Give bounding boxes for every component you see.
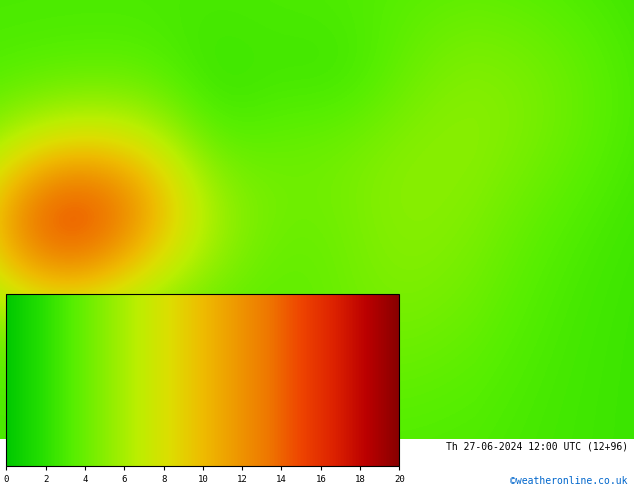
Text: ©weatheronline.co.uk: ©weatheronline.co.uk xyxy=(510,476,628,486)
Text: Th 27-06-2024 12:00 UTC (12+96): Th 27-06-2024 12:00 UTC (12+96) xyxy=(446,441,628,451)
Text: RH 700 hPa Spread mean+σ [gpdm] ECMWF: RH 700 hPa Spread mean+σ [gpdm] ECMWF xyxy=(6,441,224,451)
